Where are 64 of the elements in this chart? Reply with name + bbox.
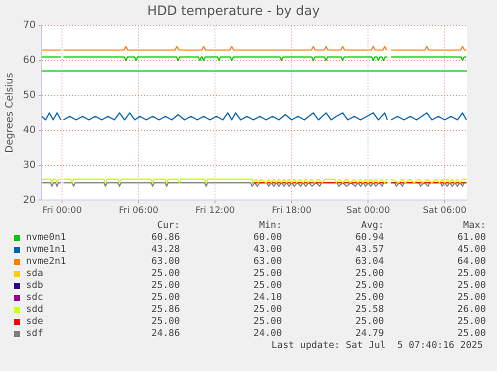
- y-tick-label: 20: [22, 194, 36, 206]
- x-tick-label: Fri 12:00: [195, 206, 236, 216]
- text: 25.86: [150, 304, 180, 315]
- x-tick-label: Fri 06:00: [118, 206, 159, 216]
- y-axis-title: Degrees Celsius: [4, 72, 16, 154]
- text: 25.00: [456, 280, 486, 291]
- y-tick-label: 30: [22, 160, 36, 171]
- text: 25.00: [354, 280, 384, 291]
- legend-label: sda: [26, 268, 44, 279]
- text: 63.00: [150, 256, 180, 267]
- text: Cur:: [156, 220, 180, 231]
- text: 25.00: [252, 280, 282, 291]
- text: 60.86: [150, 232, 180, 243]
- text: 64.00: [456, 256, 486, 267]
- text: 25.00: [354, 268, 384, 279]
- text: 25.00: [150, 316, 180, 327]
- text: 24.86: [150, 328, 180, 339]
- text: Avg:: [360, 220, 384, 231]
- text: Max:: [462, 220, 486, 231]
- y-tick-label: 40: [22, 124, 36, 136]
- text: 25.00: [456, 328, 486, 339]
- text: 60.94: [354, 232, 384, 243]
- text: 25.00: [354, 292, 384, 303]
- text: 24.79: [354, 328, 384, 339]
- chart-title: HDD temperature - by day: [147, 4, 320, 20]
- y-tick-label: 60: [22, 55, 36, 66]
- legend-label: nvme2n1: [26, 256, 66, 267]
- y-tick-label: 70: [22, 20, 36, 32]
- text: 43.28: [150, 244, 180, 255]
- text: 43.57: [354, 244, 384, 255]
- text: 24.00: [252, 328, 282, 339]
- text: 25.58: [354, 304, 384, 315]
- x-tick-label: Fri 00:00: [42, 206, 82, 216]
- text: 25.00: [252, 304, 282, 315]
- text: Last update: Sat Jul 5 07:40:16 2025: [271, 340, 483, 351]
- text: 25.00: [150, 292, 180, 303]
- x-tick-label: Sat 06:00: [422, 206, 467, 216]
- text: 25.00: [354, 316, 384, 327]
- text: 63.04: [354, 256, 384, 267]
- x-tick-label: Fri 18:00: [272, 206, 312, 216]
- text: 60.00: [252, 232, 282, 243]
- text: 25.00: [150, 268, 180, 279]
- legend-label: sde: [26, 316, 44, 327]
- legend-label: sdf: [26, 328, 44, 339]
- text: 45.00: [456, 244, 486, 255]
- legend-label: nvme1n1: [26, 244, 66, 255]
- text: 25.00: [456, 316, 486, 327]
- text: 25.00: [252, 268, 282, 279]
- text: 25.00: [456, 268, 486, 279]
- x-tick-label: Sat 00:00: [346, 206, 390, 216]
- text: 25.00: [252, 316, 282, 327]
- text: 25.00: [150, 280, 180, 291]
- text: 25.00: [456, 292, 486, 303]
- legend-label: sdd: [26, 304, 44, 315]
- legend-label: sdc: [26, 292, 44, 303]
- text: 26.00: [456, 304, 486, 315]
- text: 63.00: [252, 256, 282, 267]
- text: 61.00: [456, 232, 486, 243]
- legend-label: nvme0n1: [26, 232, 66, 243]
- text: Min:: [258, 220, 282, 231]
- text: 43.00: [252, 244, 282, 255]
- legend-label: sdb: [26, 280, 44, 291]
- y-tick-label: 50: [22, 90, 36, 102]
- text: 24.10: [252, 292, 282, 303]
